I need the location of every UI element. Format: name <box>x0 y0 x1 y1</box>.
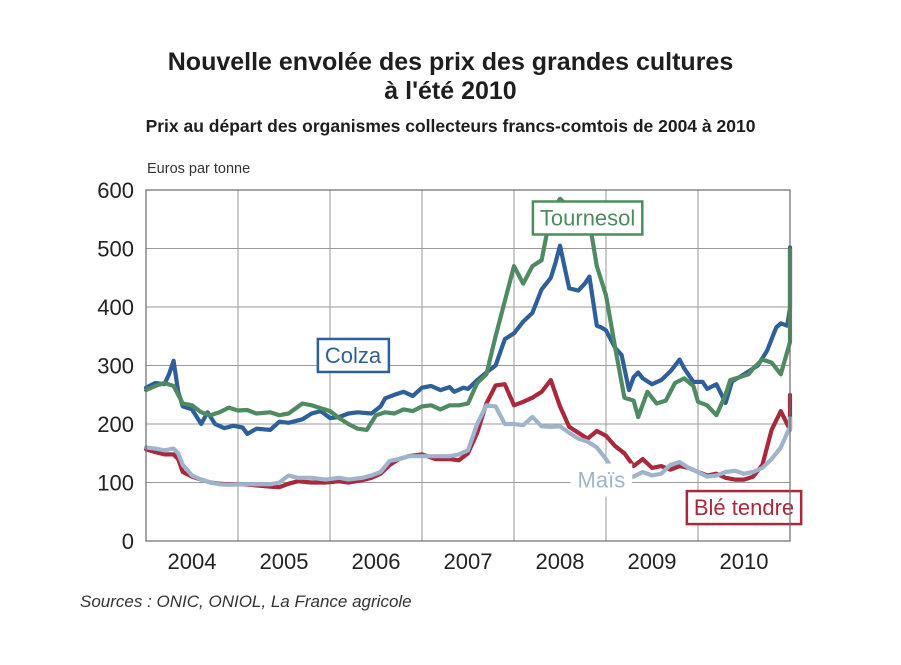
series-line-tournesol <box>143 196 793 432</box>
y-tick-label: 300 <box>97 354 134 379</box>
series-label-text: Tournesol <box>540 205 635 230</box>
series-label-colza: Colza <box>316 337 391 374</box>
x-tick-label: 2009 <box>628 549 677 574</box>
series-label-text: Maïs <box>578 468 626 493</box>
series-label-tournesol: Tournesol <box>531 200 644 236</box>
x-tick-label: 2004 <box>168 549 217 574</box>
series-line-colza <box>143 243 793 436</box>
grid <box>146 189 790 542</box>
y-tick-label: 400 <box>97 295 134 320</box>
x-tick-label: 2010 <box>720 549 769 574</box>
y-tick-label: 0 <box>122 529 134 554</box>
series-label-text: Colza <box>325 343 382 368</box>
chart-subtitle: Prix au départ des organismes collecteur… <box>145 116 756 136</box>
y-tick-label: 500 <box>97 237 134 262</box>
y-axis-label: Euros par tonne <box>147 161 250 177</box>
series-label-text: Blé tendre <box>694 495 794 520</box>
y-tick-label: 200 <box>97 412 134 437</box>
series-label-box <box>570 463 633 497</box>
x-tick-label: 2007 <box>444 549 493 574</box>
series-line-ma-s <box>143 403 793 487</box>
series-label-box <box>316 337 391 374</box>
x-tick-label: 2005 <box>260 549 309 574</box>
chart-title-line-2: à l'été 2010 <box>384 77 517 105</box>
y-tick-label: 100 <box>97 471 134 496</box>
x-tick-label: 2008 <box>536 549 585 574</box>
plot-frame <box>145 189 791 542</box>
series-label-bl-tendre: Blé tendre <box>685 489 803 526</box>
series-labels: Colza Tournesol Blé tendre Maïs <box>316 200 803 526</box>
series-label-box <box>531 200 644 236</box>
series-label-box <box>685 489 803 526</box>
chart-title-line-1: Nouvelle envolée des prix des grandes cu… <box>167 48 734 76</box>
source-note: Sources : ONIC, ONIOL, La France agricol… <box>80 592 412 611</box>
y-tick-label: 600 <box>97 178 134 203</box>
axes: 0 100 200 300 400 500 600 2004 2005 2006 2007 2008 2… <box>97 178 791 574</box>
series-label-ma-s: Maïs <box>570 463 633 497</box>
x-tick-label: 2006 <box>352 549 401 574</box>
series-lines <box>143 196 793 490</box>
